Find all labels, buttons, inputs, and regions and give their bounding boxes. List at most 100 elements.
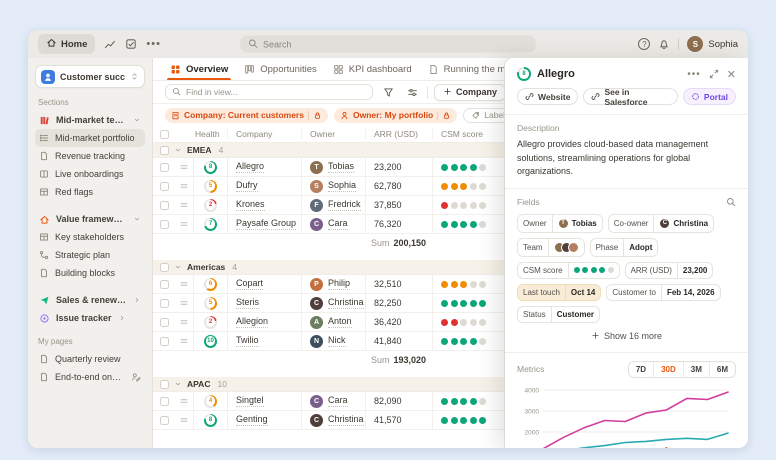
range-30d[interactable]: 30D xyxy=(653,362,683,377)
field-chip-phase[interactable]: PhaseAdopt xyxy=(590,238,659,257)
sidebar-item[interactable]: Mid-market portfolio xyxy=(35,129,145,147)
row-checkbox[interactable] xyxy=(160,280,169,289)
sidebar-group-0[interactable]: Mid-market team xyxy=(35,111,145,129)
panel-close-icon[interactable]: ✕ xyxy=(727,68,736,81)
row-checkbox[interactable] xyxy=(160,397,169,406)
field-chip-last-touch[interactable]: Last touchOct 14 xyxy=(517,284,601,301)
tab-opportunities[interactable]: Opportunities xyxy=(237,58,324,80)
user-menu[interactable]: S Sophia xyxy=(687,36,738,52)
field-chip-owner[interactable]: OwnerTTobias xyxy=(517,214,603,233)
sidebar-group-1[interactable]: Value framework xyxy=(35,210,145,228)
filter-funnel-icon[interactable] xyxy=(379,84,397,100)
tab-kpi-dashboard[interactable]: KPI dashboard xyxy=(326,58,419,80)
row-checkbox[interactable] xyxy=(160,337,169,346)
filter-pill[interactable]: Company: Current customers xyxy=(165,108,328,123)
drag-handle-icon[interactable] xyxy=(179,279,189,289)
owner-name[interactable]: Christina xyxy=(328,414,364,427)
sidebar-item[interactable]: Strategic plan xyxy=(35,246,145,264)
company-name[interactable]: Singtel xyxy=(236,395,264,408)
tasks-icon[interactable] xyxy=(125,38,137,50)
show-more-button[interactable]: Show 16 more xyxy=(517,323,736,345)
sidebar-item[interactable]: Red flags xyxy=(35,183,145,201)
portal-button[interactable]: Portal xyxy=(683,88,736,105)
company-name[interactable]: Twilio xyxy=(236,335,259,348)
owner-name[interactable]: Cara xyxy=(328,218,348,231)
drag-handle-icon[interactable] xyxy=(179,317,189,327)
group-checkbox[interactable] xyxy=(160,380,169,389)
owner-name[interactable]: Tobias xyxy=(328,161,354,174)
help-icon[interactable]: ? xyxy=(638,38,650,50)
csm-score-dots xyxy=(441,281,486,288)
sidebar-item[interactable]: Key stakeholders xyxy=(35,228,145,246)
my-pages-label: My pages xyxy=(38,337,142,346)
field-chip-co-owner[interactable]: Co-ownerCChristina xyxy=(608,214,714,233)
notifications-bell-icon[interactable] xyxy=(658,38,670,50)
sidebar-item[interactable]: Building blocks xyxy=(35,264,145,282)
row-checkbox[interactable] xyxy=(160,182,169,191)
drag-handle-icon[interactable] xyxy=(179,415,189,425)
owner-name[interactable]: Nick xyxy=(328,335,346,348)
select-all-checkbox[interactable] xyxy=(160,130,169,139)
sidebar-group-2[interactable]: Sales & renewals xyxy=(35,291,145,309)
svg-text:3000: 3000 xyxy=(525,408,540,415)
owner-name[interactable]: Anton xyxy=(328,316,352,329)
row-checkbox[interactable] xyxy=(160,163,169,172)
company-name[interactable]: Allegro xyxy=(236,161,264,174)
owner-name[interactable]: Fredrick xyxy=(328,199,361,212)
company-name[interactable]: Allegion xyxy=(236,316,268,329)
range-3m[interactable]: 3M xyxy=(683,362,709,377)
home-button[interactable]: Home xyxy=(38,34,95,54)
view-settings-icon[interactable] xyxy=(403,84,421,100)
sidebar-item[interactable]: Live onboardings xyxy=(35,165,145,183)
row-checkbox[interactable] xyxy=(160,416,169,425)
owner-name[interactable]: Cara xyxy=(328,395,348,408)
company-name[interactable]: Paysafe Group xyxy=(236,218,296,231)
company-name[interactable]: Steris xyxy=(236,297,259,310)
workspace-selector[interactable]: Customer success xyxy=(35,65,145,88)
owner-name[interactable]: Christina xyxy=(328,297,364,310)
company-name[interactable]: Krones xyxy=(236,199,265,212)
owner-name[interactable]: Sophia xyxy=(328,180,356,193)
field-chip-arr-usd-[interactable]: ARR (USD)23,200 xyxy=(625,262,714,279)
field-chip-status[interactable]: StatusCustomer xyxy=(517,306,600,323)
row-checkbox[interactable] xyxy=(160,201,169,210)
company-name[interactable]: Genting xyxy=(236,414,268,427)
drag-handle-icon[interactable] xyxy=(179,336,189,346)
drag-handle-icon[interactable] xyxy=(179,396,189,406)
drag-handle-icon[interactable] xyxy=(179,200,189,210)
drag-handle-icon[interactable] xyxy=(179,162,189,172)
field-chip-csm-score[interactable]: CSM score xyxy=(517,262,620,279)
filter-pill[interactable]: Owner: My portfolio xyxy=(334,108,457,123)
range-6m[interactable]: 6M xyxy=(709,362,735,377)
owner-name[interactable]: Philip xyxy=(328,278,350,291)
insights-icon[interactable] xyxy=(104,38,116,50)
global-search-input[interactable]: Search xyxy=(240,36,536,53)
field-chip-team[interactable]: Team xyxy=(517,238,585,257)
panel-expand-icon[interactable] xyxy=(709,69,719,79)
sidebar-page[interactable]: End-to-end onboarding xyxy=(35,368,145,386)
drag-handle-icon[interactable] xyxy=(179,181,189,191)
sidebar-page[interactable]: Quarterly review xyxy=(35,350,145,368)
more-menu-icon[interactable]: ••• xyxy=(146,38,161,50)
row-checkbox[interactable] xyxy=(160,220,169,229)
website-button[interactable]: Website xyxy=(517,88,578,105)
row-checkbox[interactable] xyxy=(160,318,169,327)
range-7d[interactable]: 7D xyxy=(629,362,653,377)
fields-search-icon[interactable] xyxy=(726,197,736,207)
company-name[interactable]: Dufry xyxy=(236,180,258,193)
group-checkbox[interactable] xyxy=(160,263,169,272)
description-section: Description Allegro provides cloud-based… xyxy=(505,115,748,189)
drag-handle-icon[interactable] xyxy=(179,219,189,229)
panel-more-icon[interactable]: ••• xyxy=(687,69,701,80)
row-checkbox[interactable] xyxy=(160,299,169,308)
see-in-salesforce-button[interactable]: See in Salesforce xyxy=(583,88,677,105)
sidebar-group-3[interactable]: Issue tracker xyxy=(35,309,145,327)
field-chip-customer-to[interactable]: Customer toFeb 14, 2026 xyxy=(606,284,720,301)
find-in-view-input[interactable]: Find in view... xyxy=(165,84,373,100)
company-name[interactable]: Copart xyxy=(236,278,263,291)
group-checkbox[interactable] xyxy=(160,146,169,155)
add-company-button[interactable]: Company xyxy=(434,84,506,101)
sidebar-item[interactable]: Revenue tracking xyxy=(35,147,145,165)
tab-overview[interactable]: Overview xyxy=(163,58,235,80)
drag-handle-icon[interactable] xyxy=(179,298,189,308)
